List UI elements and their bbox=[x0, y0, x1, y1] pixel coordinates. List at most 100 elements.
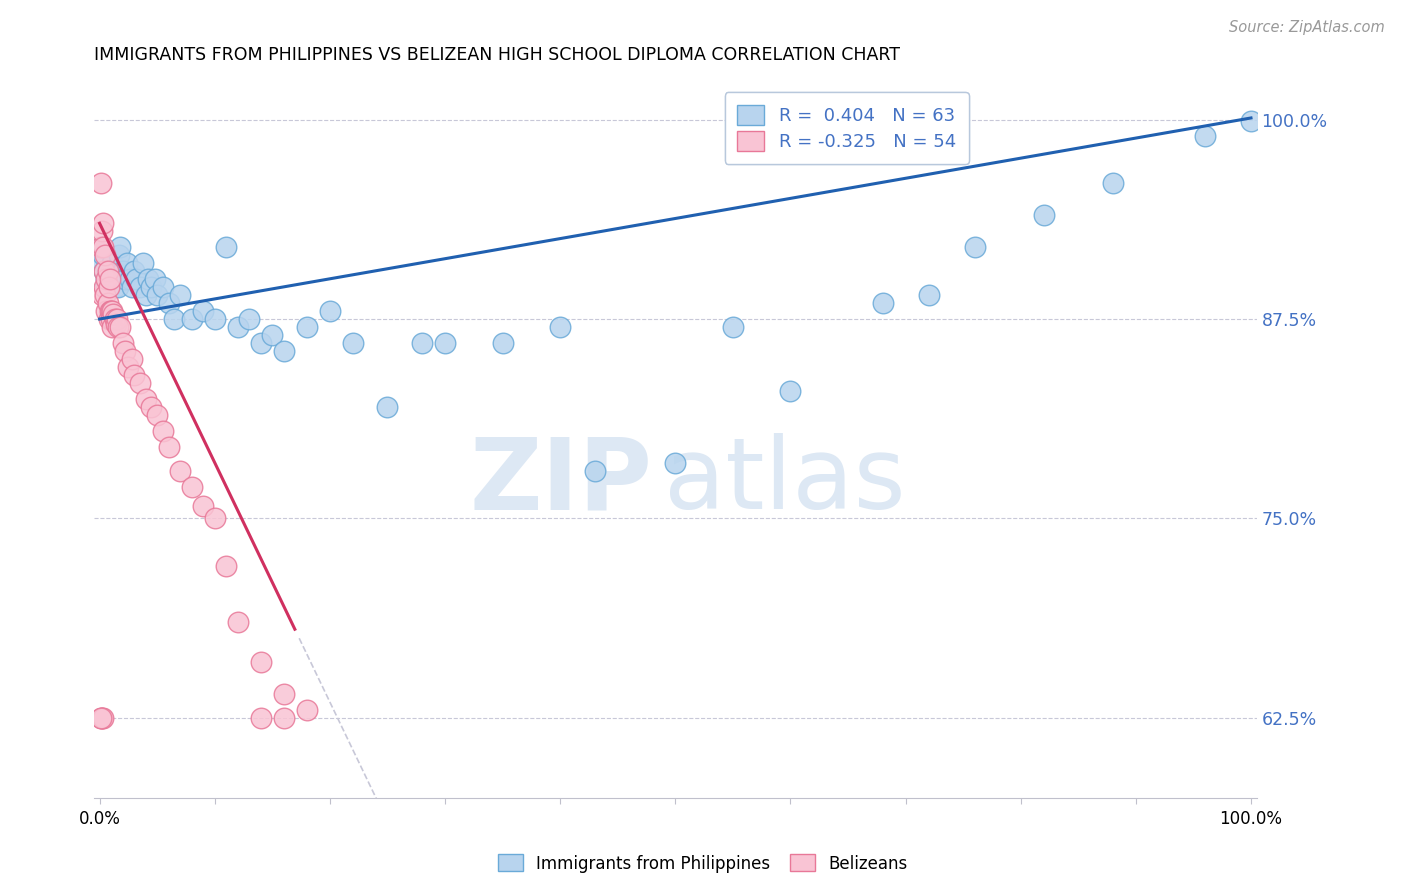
Point bbox=[118, 272, 141, 286]
Point bbox=[273, 711, 295, 725]
Point bbox=[90, 256, 112, 270]
Point bbox=[97, 296, 120, 310]
Point bbox=[146, 288, 169, 302]
Point bbox=[97, 312, 120, 326]
Point bbox=[93, 280, 115, 294]
Point bbox=[128, 280, 150, 294]
Point bbox=[103, 280, 125, 294]
Point bbox=[295, 320, 318, 334]
Point bbox=[122, 264, 145, 278]
Point bbox=[111, 264, 134, 278]
Point bbox=[157, 440, 180, 454]
Point bbox=[121, 351, 143, 366]
Text: IMMIGRANTS FROM PHILIPPINES VS BELIZEAN HIGH SCHOOL DIPLOMA CORRELATION CHART: IMMIGRANTS FROM PHILIPPINES VS BELIZEAN … bbox=[94, 46, 900, 64]
Point bbox=[104, 317, 127, 331]
Point bbox=[143, 272, 166, 286]
Point bbox=[100, 304, 122, 318]
Point bbox=[97, 280, 120, 294]
Point bbox=[98, 304, 121, 318]
Point bbox=[342, 335, 364, 350]
Point bbox=[100, 312, 122, 326]
Point bbox=[169, 288, 191, 302]
Point bbox=[226, 320, 249, 334]
Point bbox=[249, 335, 271, 350]
Point bbox=[1194, 128, 1216, 143]
Point bbox=[141, 280, 163, 294]
Text: 0.0%: 0.0% bbox=[79, 811, 121, 829]
Point bbox=[96, 272, 118, 286]
Point bbox=[180, 479, 202, 493]
Point bbox=[377, 400, 399, 414]
Point bbox=[110, 240, 132, 254]
Point bbox=[152, 280, 174, 294]
Point bbox=[121, 280, 143, 294]
Point bbox=[122, 368, 145, 382]
Point bbox=[90, 711, 112, 725]
Point bbox=[96, 304, 118, 318]
Point bbox=[103, 312, 125, 326]
Point bbox=[90, 711, 112, 725]
Point bbox=[779, 384, 801, 398]
Point bbox=[97, 264, 120, 278]
Point bbox=[215, 559, 238, 574]
Point bbox=[98, 272, 121, 286]
Point bbox=[411, 335, 433, 350]
Point bbox=[111, 335, 134, 350]
Point bbox=[97, 280, 120, 294]
Point bbox=[664, 456, 686, 470]
Point bbox=[491, 335, 513, 350]
Point bbox=[1032, 208, 1054, 222]
Point bbox=[115, 256, 138, 270]
Point bbox=[917, 288, 939, 302]
Point bbox=[91, 216, 114, 230]
Legend: R =  0.404   N = 63, R = -0.325   N = 54: R = 0.404 N = 63, R = -0.325 N = 54 bbox=[724, 92, 969, 163]
Point bbox=[114, 272, 136, 286]
Point bbox=[136, 272, 159, 286]
Point bbox=[146, 408, 169, 422]
Point bbox=[100, 264, 122, 278]
Point bbox=[98, 272, 121, 286]
Point bbox=[91, 240, 114, 254]
Point bbox=[872, 296, 894, 310]
Point bbox=[91, 711, 114, 725]
Point bbox=[90, 711, 112, 725]
Text: ZIP: ZIP bbox=[470, 434, 652, 530]
Point bbox=[295, 703, 318, 717]
Point bbox=[135, 392, 157, 406]
Point bbox=[215, 240, 238, 254]
Legend: Immigrants from Philippines, Belizeans: Immigrants from Philippines, Belizeans bbox=[491, 847, 915, 880]
Point bbox=[108, 248, 131, 262]
Point bbox=[180, 312, 202, 326]
Point bbox=[152, 424, 174, 438]
Point bbox=[125, 272, 148, 286]
Point bbox=[90, 224, 112, 238]
Point bbox=[101, 256, 124, 270]
Point bbox=[90, 240, 112, 254]
Point bbox=[93, 264, 115, 278]
Point bbox=[90, 177, 112, 191]
Point bbox=[101, 320, 124, 334]
Point bbox=[90, 288, 112, 302]
Text: 100.0%: 100.0% bbox=[1219, 811, 1282, 829]
Point bbox=[238, 312, 260, 326]
Text: Source: ZipAtlas.com: Source: ZipAtlas.com bbox=[1229, 20, 1385, 35]
Point bbox=[157, 296, 180, 310]
Point bbox=[93, 264, 115, 278]
Point bbox=[91, 248, 114, 262]
Point bbox=[110, 320, 132, 334]
Point bbox=[169, 464, 191, 478]
Point bbox=[1240, 114, 1263, 128]
Point bbox=[204, 312, 226, 326]
Point bbox=[141, 400, 163, 414]
Point bbox=[963, 240, 986, 254]
Point bbox=[226, 615, 249, 630]
Text: atlas: atlas bbox=[664, 434, 905, 530]
Point bbox=[94, 288, 117, 302]
Point bbox=[117, 359, 139, 374]
Point bbox=[721, 320, 744, 334]
Point bbox=[107, 280, 129, 294]
Point bbox=[105, 312, 128, 326]
Point bbox=[114, 343, 136, 358]
Point bbox=[193, 304, 215, 318]
Point bbox=[583, 464, 606, 478]
